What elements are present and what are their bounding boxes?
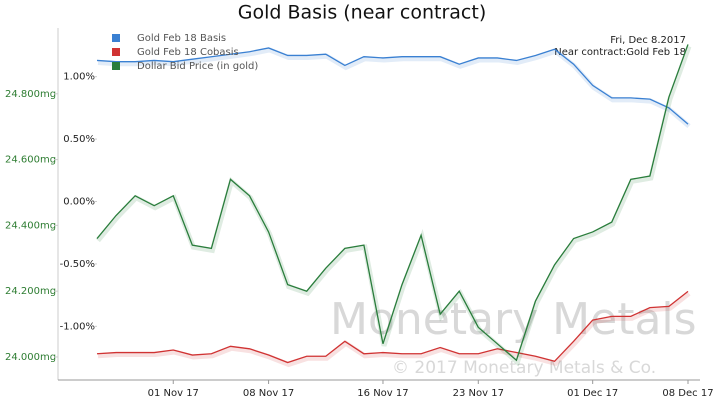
- x-tick-label: 23 Nov 17: [453, 388, 504, 399]
- y-tick-label: 0.00%: [63, 197, 95, 208]
- x-tick-label: 08 Dec 17: [662, 388, 713, 399]
- y2-tick-label: 24.800mg: [5, 89, 56, 100]
- legend-label: Gold Feb 18 Basis: [137, 33, 226, 44]
- chart-title: Gold Basis (near contract): [238, 2, 486, 24]
- legend-label: Gold Feb 18 Cobasis: [137, 47, 239, 58]
- series-line: [96, 290, 689, 364]
- y2-tick-label: 24.600mg: [5, 155, 56, 166]
- legend-swatch: [112, 62, 120, 70]
- x-tick-label: 16 Nov 17: [357, 388, 408, 399]
- watermark: © 2017 Monetary Metals & Co.: [392, 358, 656, 378]
- y-tick-label: -1.00%: [60, 321, 95, 332]
- info-date: Fri, Dec 8.2017: [610, 35, 686, 46]
- series-line: [96, 44, 689, 362]
- y2-tick-label: 24.000mg: [5, 352, 56, 363]
- y-tick-label: 1.00%: [63, 72, 95, 83]
- legend-label: Dollar Bid Price (in gold): [137, 61, 258, 72]
- y-tick-label: -0.50%: [60, 259, 95, 270]
- info-contract: Near contract:Gold Feb 18: [554, 47, 686, 58]
- series-line: [96, 47, 689, 125]
- legend-swatch: [112, 34, 120, 42]
- series-shadow: [97, 291, 691, 368]
- legend-swatch: [112, 48, 120, 56]
- y-tick-label: 0.50%: [63, 134, 95, 145]
- y2-tick-label: 24.200mg: [5, 286, 56, 297]
- x-tick-label: 08 Nov 17: [243, 388, 294, 399]
- x-tick-label: 01 Nov 17: [148, 388, 199, 399]
- x-tick-label: 01 Dec 17: [567, 388, 618, 399]
- y2-tick-label: 24.400mg: [5, 220, 56, 231]
- series-shadow: [96, 45, 692, 367]
